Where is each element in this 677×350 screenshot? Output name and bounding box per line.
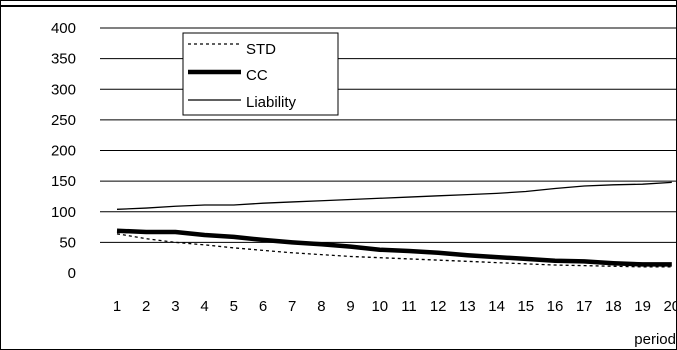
legend-label: Liability — [246, 94, 297, 111]
series-line-cc — [116, 228, 672, 267]
y-axis-ticks: 0 50 100 150 200 250 300 350 400 — [51, 20, 76, 282]
x-tick-label: 15 — [517, 298, 534, 315]
x-tick-label: 2 — [142, 298, 150, 315]
series-lines — [116, 181, 672, 268]
legend-label: CC — [246, 67, 268, 84]
x-tick-label: 12 — [430, 298, 447, 315]
x-tick-label: 6 — [259, 298, 267, 315]
x-tick-label: 4 — [200, 298, 208, 315]
y-tick-label: 300 — [51, 81, 76, 98]
x-tick-label: 5 — [230, 298, 238, 315]
x-axis-label: period — [634, 331, 676, 348]
x-tick-label: 8 — [317, 298, 325, 315]
x-tick-label: 1 — [113, 298, 121, 315]
x-tick-label: 18 — [605, 298, 622, 315]
y-tick-label: 200 — [51, 143, 76, 160]
x-axis-ticks: 1 2 3 4 5 6 7 8 9 10 11 12 13 14 15 16 17 18 19 20 — [113, 298, 677, 315]
y-tick-label: 150 — [51, 173, 76, 190]
x-tick-label: 14 — [488, 298, 505, 315]
series-line-liability — [116, 181, 672, 210]
x-tick-label: 16 — [547, 298, 564, 315]
x-tick-label: 7 — [288, 298, 296, 315]
x-tick-label: 20 — [663, 298, 677, 315]
series-line-std — [116, 233, 672, 268]
y-tick-label: 250 — [51, 112, 76, 129]
y-tick-label: 50 — [59, 234, 76, 251]
x-tick-label: 13 — [459, 298, 476, 315]
legend: STD CC Liability — [182, 32, 339, 116]
y-tick-label: 350 — [51, 51, 76, 68]
y-tick-label: 100 — [51, 204, 76, 221]
x-tick-label: 11 — [401, 298, 417, 315]
x-tick-label: 19 — [634, 298, 651, 315]
x-tick-label: 17 — [576, 298, 593, 315]
x-tick-label: 3 — [171, 298, 179, 315]
gridlines — [100, 27, 677, 243]
x-tick-label: 10 — [371, 298, 388, 315]
legend-label: STD — [246, 41, 276, 58]
y-tick-label: 0 — [68, 265, 76, 282]
y-tick-label: 400 — [51, 20, 76, 37]
x-tick-label: 9 — [346, 298, 354, 315]
